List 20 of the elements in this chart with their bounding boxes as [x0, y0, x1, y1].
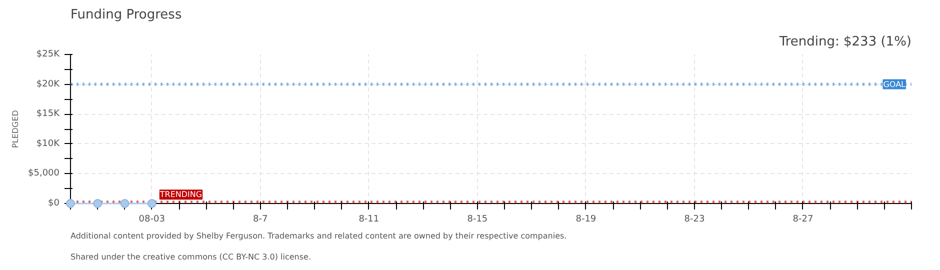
y-tick-label: $20K: [36, 79, 61, 90]
y-tick-label: $10K: [36, 138, 61, 149]
chart-subtitle: Trending: $233 (1%): [778, 34, 912, 50]
x-tick-label: 8-11: [358, 214, 380, 224]
x-tick-label: 8-7: [253, 214, 268, 224]
x-tick-label: 8-23: [684, 214, 705, 224]
ref-line-label: GOAL: [883, 80, 906, 89]
y-tick-label: $25K: [36, 50, 61, 60]
text: Shared under the creative commons (CC BY-NC 3.0) license.: [70, 252, 311, 262]
x-tick-label: 08-03: [138, 214, 165, 224]
ref-line-label: TRENDING: [158, 190, 202, 200]
x-tick-label: 8-27: [792, 214, 814, 224]
chart-title: Funding Progress: [70, 8, 182, 22]
x-tick-label: 8-19: [576, 214, 596, 224]
y-axis-title: PLEDGED: [11, 110, 20, 148]
y-tick-label: $5,000: [28, 168, 60, 179]
y-tick-label: $0: [48, 198, 60, 208]
text: Additional content provided by Shelby Ferguson. Trademarks and related content are owned by their respective companies.: [70, 232, 567, 240]
y-tick-label: $15K: [36, 109, 61, 120]
x-tick-label: 8-15: [467, 214, 488, 224]
